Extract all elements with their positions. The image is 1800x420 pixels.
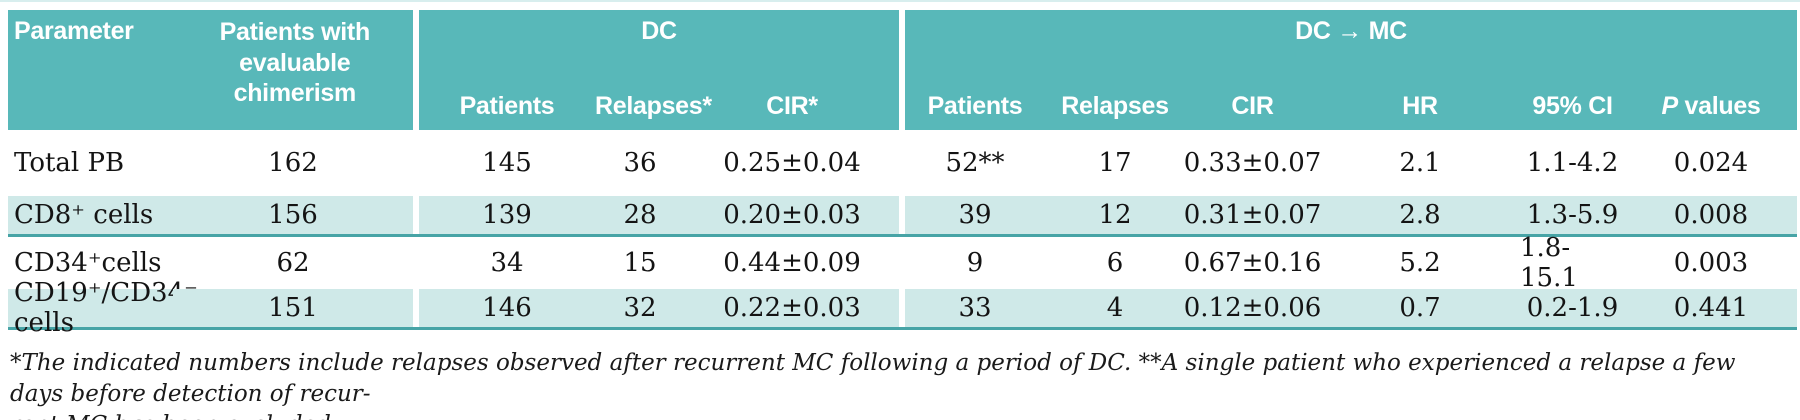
vertical-divider [413, 196, 419, 234]
table-footnote: *The indicated numbers include relapses … [10, 348, 1790, 420]
column-header-dc-relapses: Relapses* [595, 92, 712, 120]
vertical-divider [899, 10, 905, 130]
ci-value: 1.8-15.1 [1520, 233, 1578, 293]
vertical-divider [413, 237, 419, 289]
top-border-line [0, 0, 1800, 2]
p-value: 0.441 [1625, 289, 1797, 327]
table-row-cd19-cd34-cells: CD19⁺/CD34⁻ cells 151 146 32 0.22±0.03 3… [8, 278, 1797, 338]
column-header-dc-cir: CIR* [766, 92, 818, 120]
column-header-p-values: P values [1661, 92, 1761, 120]
dc-cir-value: 0.22±0.03 [685, 289, 899, 327]
vertical-divider [899, 289, 905, 327]
hr-value: 2.8 [1320, 196, 1520, 234]
column-header-mc-relapses: Relapses [1061, 92, 1169, 120]
table-row-cd8-cells: CD8⁺ cells 156 139 28 0.20±0.03 39 12 0.… [8, 196, 1797, 237]
group-header-dc-to-mc: DC → MC Patients Relapses CIR HR 95% CI … [905, 10, 1797, 130]
results-table: Parameter Patients with evaluable chimer… [8, 10, 1797, 338]
vertical-divider [413, 10, 419, 130]
dc-cir-value: 0.25±0.04 [723, 148, 861, 178]
column-header-parameter: Parameter [8, 10, 177, 130]
vertical-divider [899, 196, 905, 234]
mc-patients-value: 9 [966, 248, 984, 278]
dc-relapses-value: 28 [595, 196, 685, 234]
mc-cir-value: 0.12±0.06 [1184, 289, 1321, 327]
p-value: 0.003 [1673, 248, 1749, 278]
dc-patients-value: 145 [482, 148, 532, 178]
evaluable-value: 151 [173, 289, 413, 327]
ci-value: 1.3-5.9 [1520, 196, 1625, 234]
mc-relapses-value: 6 [1106, 248, 1124, 278]
column-header-mc-cir: CIR [1231, 92, 1274, 120]
dc-patients-value: 146 [419, 289, 595, 327]
dc-relapses-value: 15 [623, 248, 657, 278]
dc-subheader-row: Patients Relapses* CIR* [419, 92, 899, 130]
dc-cir-value: 0.44±0.09 [723, 248, 861, 278]
evaluable-value: 156 [173, 196, 413, 234]
table-row-total-pb: Total PB 162 145 36 0.25±0.04 52** 17 0.… [8, 130, 1797, 196]
vertical-divider [413, 130, 419, 196]
mc-subheader-row: Patients Relapses CIR HR 95% CI P values [905, 92, 1797, 130]
mc-relapses-value: 12 [1045, 196, 1185, 234]
row-label: CD19⁺/CD34⁻ cells [8, 278, 198, 338]
dc-relapses-value: 36 [623, 148, 657, 178]
table-header: Parameter Patients with evaluable chimer… [8, 10, 1797, 130]
mc-cir-value: 0.67±0.16 [1183, 248, 1322, 278]
row-label: Total PB [14, 148, 125, 178]
mc-relapses-value: 17 [1098, 148, 1132, 178]
hr-value: 5.2 [1399, 248, 1441, 278]
dc-patients-value: 34 [490, 248, 524, 278]
mc-patients-value: 52** [945, 148, 1005, 178]
mc-patients-value: 39 [905, 196, 1045, 234]
column-header-evaluable-chimerism: Patients with evaluable chimerism [176, 10, 413, 130]
p-value: 0.024 [1673, 148, 1749, 178]
vertical-divider [899, 237, 905, 289]
p-value: 0.008 [1625, 196, 1797, 234]
group-title-dc-to-mc: DC → MC [1295, 17, 1407, 45]
dc-relapses-value: 32 [595, 289, 685, 327]
mc-relapses-value: 4 [1045, 289, 1185, 327]
hr-value: 2.1 [1399, 148, 1441, 178]
dc-patients-value: 139 [419, 196, 595, 234]
footnote-line-2: rent MC has been excluded. [10, 410, 1790, 420]
group-title-dc: DC [641, 17, 677, 45]
vertical-divider [899, 130, 905, 196]
footnote-line-1: *The indicated numbers include relapses … [10, 350, 1736, 407]
evaluable-value: 62 [276, 248, 310, 278]
mc-cir-value: 0.33±0.07 [1183, 148, 1322, 178]
evaluable-value: 162 [268, 148, 318, 178]
column-header-mc-patients: Patients [927, 92, 1023, 120]
vertical-divider [413, 289, 419, 327]
table-row-cd34-cells: CD34⁺cells 62 34 15 0.44±0.09 9 6 0.67±0… [8, 233, 1797, 293]
dc-cir-value: 0.20±0.03 [685, 196, 899, 234]
mc-patients-value: 33 [905, 289, 1045, 327]
hr-value: 0.7 [1320, 289, 1520, 327]
row-label: CD34⁺cells [14, 248, 162, 278]
mc-cir-value: 0.31±0.07 [1184, 196, 1321, 234]
column-header-dc-patients: Patients [459, 92, 555, 120]
column-header-95ci: 95% CI [1532, 92, 1613, 120]
column-header-hr: HR [1402, 92, 1438, 120]
ci-value: 0.2-1.9 [1520, 289, 1625, 327]
row-label: CD8⁺ cells [8, 196, 173, 234]
group-header-dc: DC Patients Relapses* CIR* [419, 10, 899, 130]
ci-value: 1.1-4.2 [1526, 148, 1619, 178]
